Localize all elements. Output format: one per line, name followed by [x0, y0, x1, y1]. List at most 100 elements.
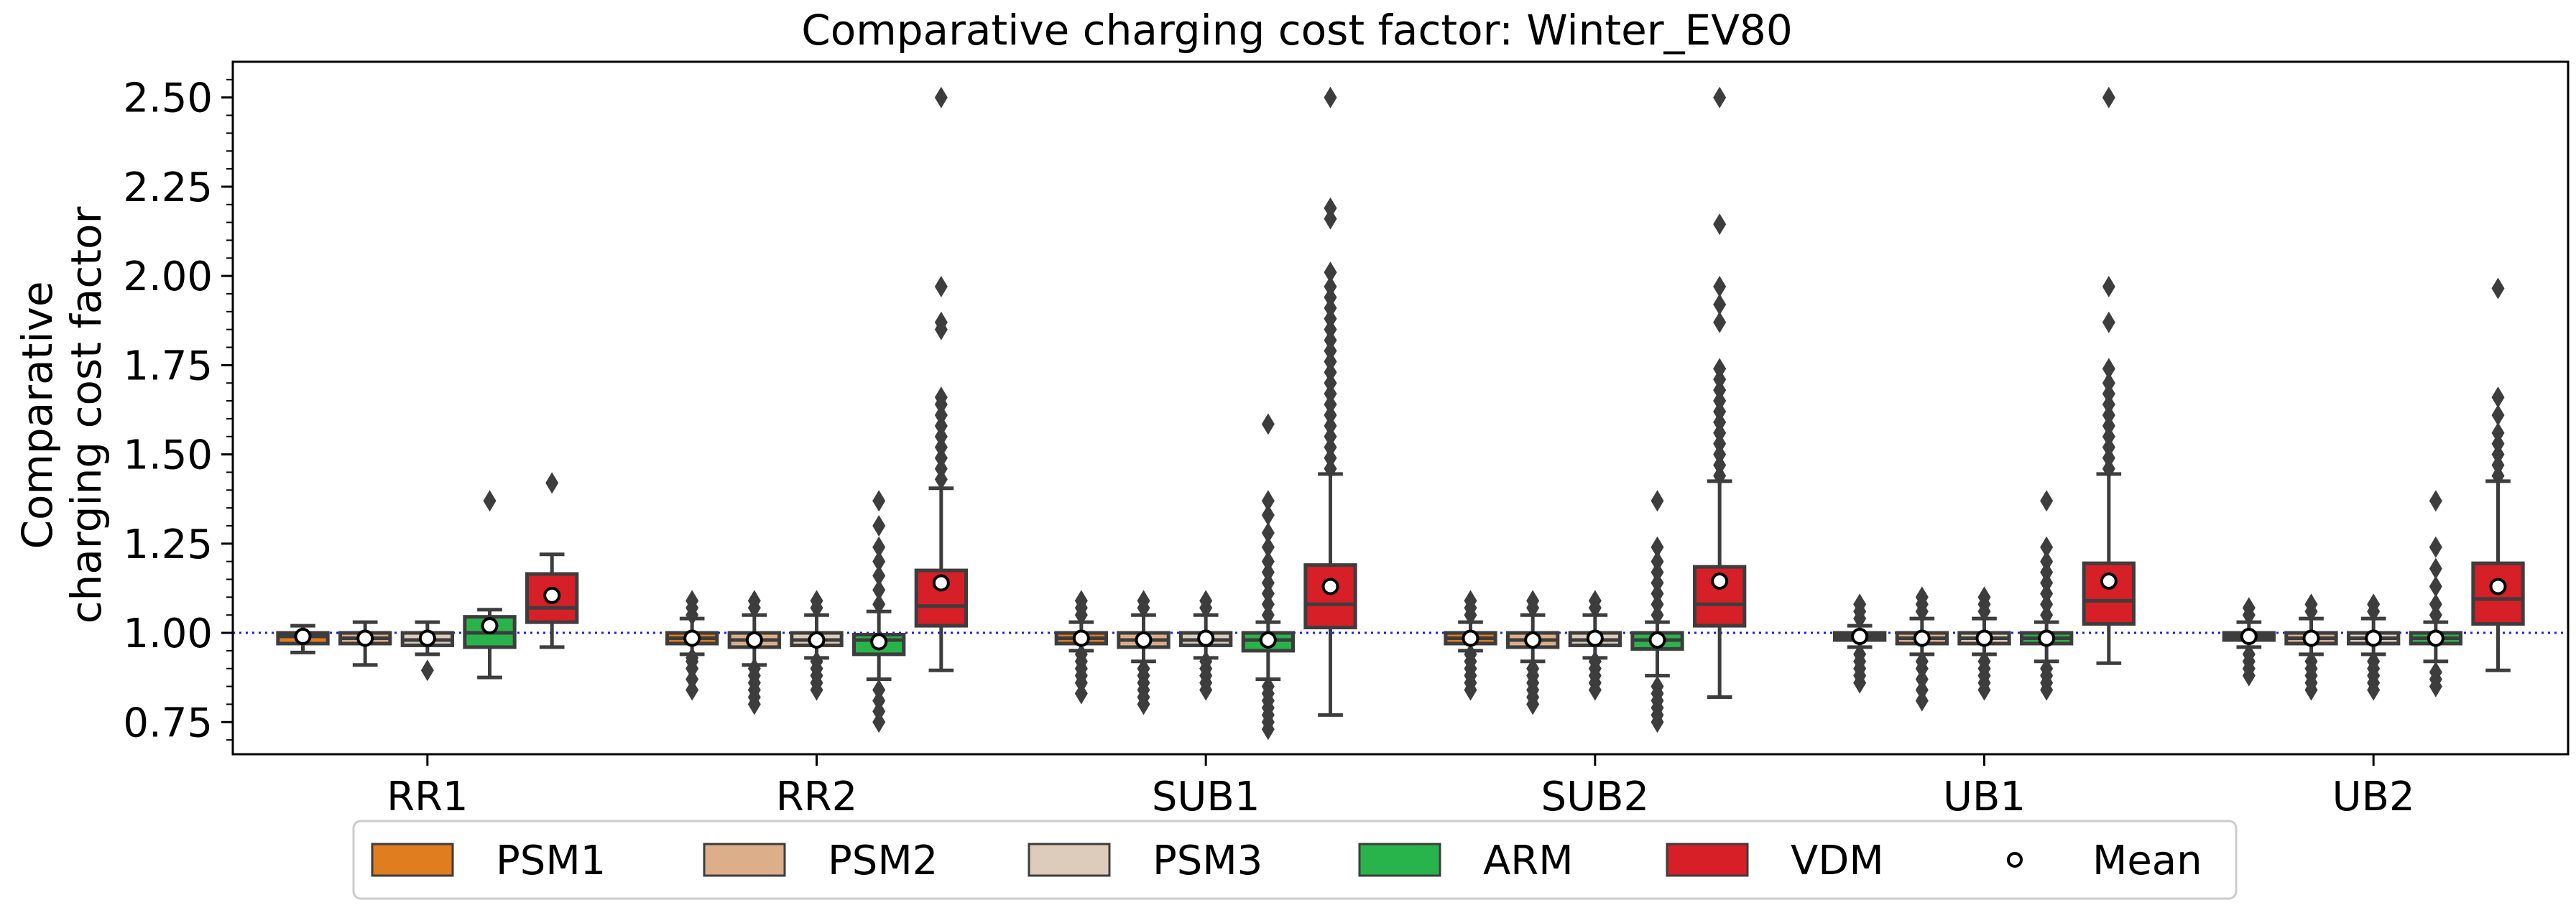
outlier-point [1261, 504, 1275, 527]
outlier-point [545, 472, 559, 494]
mean-marker [1711, 572, 1729, 590]
mean-marker [1321, 578, 1339, 595]
y-tick-label: 1.25 [123, 521, 213, 568]
outlier-point [1261, 490, 1275, 512]
plot-frame [231, 60, 2570, 756]
x-tick-label: SUB2 [1541, 774, 1650, 820]
legend-label-arm: ARM [1483, 838, 1574, 884]
mean-marker [418, 629, 436, 647]
box-vdm-ub2 [2471, 277, 2525, 672]
box-vdm-rr1 [525, 472, 579, 649]
mean-marker [745, 631, 763, 649]
x-tick-label: UB1 [1943, 774, 2026, 820]
box-psm1-sub2 [1444, 590, 1497, 701]
box-body [1303, 563, 1357, 630]
legend-frame [352, 820, 2238, 900]
y-tick-label: 2.50 [123, 75, 213, 122]
mean-marker [1586, 629, 1604, 647]
box-psm3-ub1 [1957, 586, 2011, 701]
outlier-point [1651, 490, 1664, 512]
outlier-point [1324, 261, 1337, 284]
outlier-point [2491, 404, 2505, 426]
mean-marker [2365, 629, 2383, 647]
outlier-point [2040, 490, 2054, 512]
legend: PSM1 PSM2 PSM3 ARM VDM Mean [352, 820, 2238, 900]
box-psm1-rr2 [665, 590, 719, 701]
box-psm3-sub2 [1568, 590, 1622, 701]
legend-swatch-psm1 [371, 843, 454, 877]
outlier-point [2491, 277, 2505, 300]
box-vdm-ub1 [2082, 86, 2136, 665]
outlier-point [1713, 358, 1727, 380]
outlier-point [2491, 422, 2505, 444]
mean-marker [294, 628, 312, 646]
mean-marker [2489, 578, 2507, 595]
outlier-point [2102, 86, 2115, 108]
outlier-point [872, 565, 886, 587]
outlier-point [1526, 657, 1540, 680]
outlier-point [420, 659, 434, 682]
outlier-point [1588, 590, 1602, 612]
mean-marker [2038, 629, 2056, 647]
x-tick-label: UB2 [2332, 774, 2415, 820]
outlier-point [1261, 521, 1275, 544]
outlier-point [1137, 657, 1150, 680]
outlier-point [872, 536, 886, 558]
outlier-point [2429, 661, 2442, 683]
outlier-point [1074, 590, 1088, 612]
outlier-point [872, 579, 886, 601]
outlier-point [810, 650, 823, 672]
box-arm-rr2 [852, 490, 906, 733]
box-psm1-ub2 [2222, 597, 2276, 687]
outlier-point [483, 490, 497, 512]
outlier-point [1261, 413, 1275, 435]
mean-marker [1975, 629, 1993, 647]
outlier-point [934, 386, 948, 409]
box-psm2-rr2 [727, 590, 782, 715]
outlier-point [2304, 593, 2318, 616]
outlier-point [2242, 643, 2256, 665]
legend-label-psm3: PSM3 [1153, 838, 1262, 884]
outlier-point [1713, 86, 1727, 108]
legend-marker-mean [2007, 852, 2023, 868]
box-psm2-sub2 [1506, 590, 1560, 715]
x-tick-label: RR1 [387, 774, 468, 820]
mean-marker [1259, 631, 1277, 649]
box-psm2-ub2 [2284, 593, 2338, 701]
outlier-point [2242, 597, 2256, 619]
box-psm2-rr1 [338, 620, 392, 667]
outlier-point [1713, 276, 1727, 298]
x-tick-label: RR2 [776, 774, 857, 820]
outlier-point [2429, 575, 2442, 598]
mean-marker [1524, 631, 1542, 649]
x-axis-ticks: RR1 RR2 SUB1 SUB2 UB1 UB2 [387, 754, 2415, 820]
outlier-point [1588, 650, 1602, 672]
mean-marker [356, 629, 374, 647]
outlier-point [1261, 550, 1275, 572]
y-tick-label: 2.00 [123, 254, 213, 300]
outlier-point [1853, 593, 1867, 616]
mean-marker [481, 617, 499, 635]
legend-label-psm1: PSM1 [496, 838, 606, 884]
outlier-point [2429, 536, 2442, 558]
box-arm-ub1 [2020, 490, 2074, 701]
box-psm1-rr1 [276, 623, 330, 654]
legend-label-psm2: PSM2 [828, 838, 938, 884]
outlier-point [1977, 586, 1991, 608]
outlier-point [1324, 86, 1337, 108]
outlier-point [2429, 557, 2442, 580]
outlier-point [2102, 276, 2115, 298]
outlier-point [934, 86, 948, 108]
mean-marker [2100, 572, 2118, 590]
outlier-point [872, 550, 886, 572]
outlier-point [872, 679, 886, 701]
y-tick-label: 1.75 [123, 343, 213, 389]
y-tick-label: 0.75 [123, 700, 213, 746]
mean-marker [808, 631, 826, 649]
outlier-point [872, 490, 886, 512]
outlier-point [2429, 593, 2442, 616]
outlier-point [1261, 675, 1275, 697]
box-psm3-sub1 [1179, 590, 1233, 701]
outlier-point [1464, 590, 1477, 612]
